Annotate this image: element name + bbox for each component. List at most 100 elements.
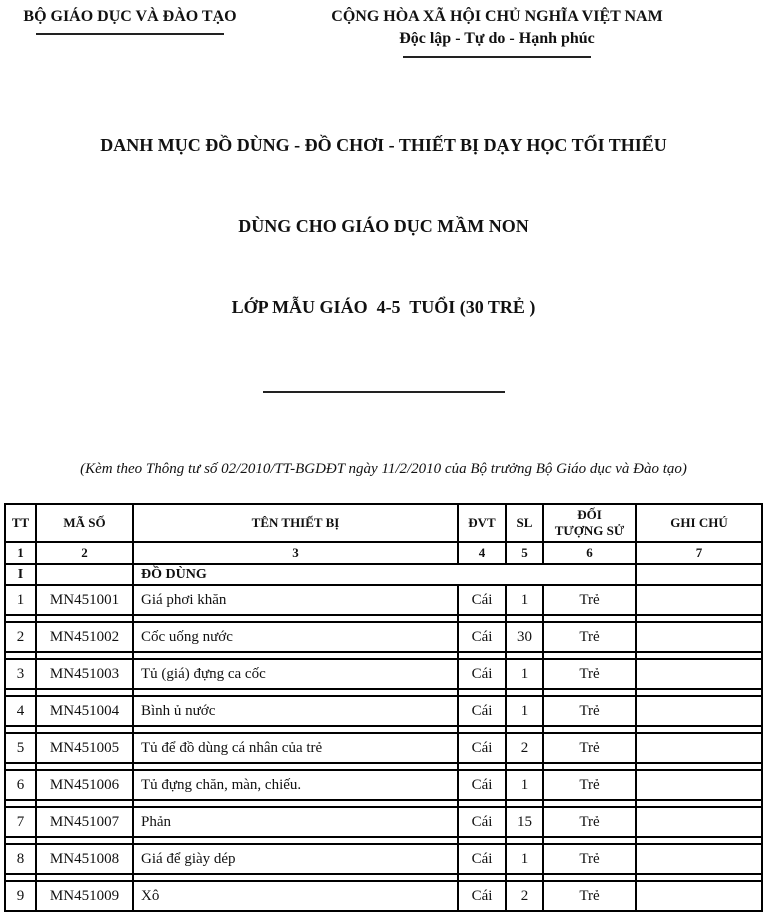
cell-note [635,658,763,690]
header-unit: ĐVT [457,503,507,543]
row-gap [4,800,763,807]
cell-tt: 4 [4,695,37,727]
cell-user: Trẻ [542,769,637,801]
table-row: 4 MN451004 Bình ủ nước Cái 1 Trẻ [4,695,763,727]
cell-user: Trẻ [542,584,637,616]
letterhead: BỘ GIÁO DỤC VÀ ĐÀO TẠO CỘNG HÒA XÃ HỘI C… [4,8,763,58]
cell-note [635,769,763,801]
table-row: 7 MN451007 Phản Cái 15 Trẻ [4,806,763,838]
colnum-2: 2 [35,541,134,565]
cell-note [635,695,763,727]
national-motto: Độc lập - Tự do - Hạnh phúc [399,30,595,47]
table-row: 6 MN451006 Tủ đựng chăn, màn, chiếu. Cái… [4,769,763,801]
cell-user: Trẻ [542,658,637,690]
cell-user: Trẻ [542,695,637,727]
cell-user: Trẻ [542,806,637,838]
cell-tt: 9 [4,880,37,912]
table-row: 9 MN451009 Xô Cái 2 Trẻ [4,880,763,912]
title-line-2: DÙNG CHO GIÁO DỤC MẦM NON [238,216,529,236]
cell-name: Giá để giày dép [132,843,459,875]
cell-qty: 30 [505,621,544,653]
cell-name: Xô [132,880,459,912]
header-name: TÊN THIẾT BỊ [132,503,459,543]
cell-tt: 6 [4,769,37,801]
cell-code: MN451001 [35,584,134,616]
cell-code: MN451002 [35,621,134,653]
cell-name: Tủ đựng chăn, màn, chiếu. [132,769,459,801]
title-line-3: LỚP MẪU GIÁO 4-5 TUỔI (30 TRẺ ) [231,297,536,317]
row-gap [4,652,763,659]
header-user: ĐỐI TƯỢNG SỬ [542,503,637,543]
attachment-note: (Kèm theo Thông tư số 02/2010/TT-BGDĐT n… [80,461,687,477]
cell-qty: 1 [505,584,544,616]
cell-code: MN451004 [35,695,134,727]
cell-unit: Cái [457,584,507,616]
cell-note [635,732,763,764]
issuer-underline [36,33,224,35]
motto-underline [403,56,591,58]
cell-qty: 15 [505,806,544,838]
cell-name: Cốc uống nước [132,621,459,653]
cell-unit: Cái [457,732,507,764]
colnum-7: 7 [635,541,763,565]
cell-code: MN451003 [35,658,134,690]
section-code-empty [35,563,134,586]
title-line-1: DANH MỤC ĐỒ DÙNG - ĐỒ CHƠI - THIẾT BỊ DẠ… [100,135,667,155]
cell-qty: 2 [505,732,544,764]
cell-code: MN451009 [35,880,134,912]
equipment-table: TT MÃ SỐ TÊN THIẾT BỊ ĐVT SL ĐỐI TƯỢNG S… [4,503,763,912]
cell-name: Bình ủ nước [132,695,459,727]
header-tt: TT [4,503,37,543]
section-name: ĐỒ DÙNG [132,563,637,586]
header-user-line1: ĐỐI [577,506,602,522]
table-row: 8 MN451008 Giá để giày dép Cái 1 Trẻ [4,843,763,875]
table-row: 1 MN451001 Giá phơi khăn Cái 1 Trẻ [4,584,763,616]
national-motto-block: CỘNG HÒA XÃ HỘI CHỦ NGHĨA VIỆT NAM Độc l… [297,8,697,58]
cell-tt: 8 [4,843,37,875]
cell-qty: 1 [505,843,544,875]
cell-qty: 2 [505,880,544,912]
row-gap [4,874,763,881]
row-gap [4,763,763,770]
cell-note [635,621,763,653]
cell-qty: 1 [505,658,544,690]
cell-unit: Cái [457,769,507,801]
document-title: DANH MỤC ĐỒ DÙNG - ĐỒ CHƠI - THIẾT BỊ DẠ… [4,78,763,447]
cell-unit: Cái [457,695,507,727]
cell-name: Tủ (giá) đựng ca cốc [132,658,459,690]
table-row: 2 MN451002 Cốc uống nước Cái 30 Trẻ [4,621,763,653]
header-qty: SL [505,503,544,543]
row-gap [4,726,763,733]
cell-unit: Cái [457,658,507,690]
header-code: MÃ SỐ [35,503,134,543]
cell-unit: Cái [457,621,507,653]
cell-user: Trẻ [542,843,637,875]
section-tt: I [4,563,37,586]
cell-qty: 1 [505,695,544,727]
cell-code: MN451007 [35,806,134,838]
table-row: 3 MN451003 Tủ (giá) đựng ca cốc Cái 1 Tr… [4,658,763,690]
cell-name: Giá phơi khăn [132,584,459,616]
cell-tt: 3 [4,658,37,690]
cell-qty: 1 [505,769,544,801]
row-gap [4,689,763,696]
cell-code: MN451005 [35,732,134,764]
cell-name: Phản [132,806,459,838]
cell-note [635,880,763,912]
header-user-line2: TƯỢNG SỬ [554,523,625,538]
cell-tt: 7 [4,806,37,838]
table-row: 5 MN451005 Tủ để đồ dùng cá nhân của trẻ… [4,732,763,764]
colnum-6: 6 [542,541,637,565]
cell-user: Trẻ [542,621,637,653]
row-gap [4,837,763,844]
cell-tt: 1 [4,584,37,616]
column-number-row: 1 2 3 4 5 6 7 [4,541,763,565]
cell-user: Trẻ [542,880,637,912]
cell-code: MN451006 [35,769,134,801]
cell-unit: Cái [457,880,507,912]
cell-note [635,843,763,875]
colnum-4: 4 [457,541,507,565]
table-header-row: TT MÃ SỐ TÊN THIẾT BỊ ĐVT SL ĐỐI TƯỢNG S… [4,503,763,543]
national-title: CỘNG HÒA XÃ HỘI CHỦ NGHĨA VIỆT NAM [331,8,663,25]
